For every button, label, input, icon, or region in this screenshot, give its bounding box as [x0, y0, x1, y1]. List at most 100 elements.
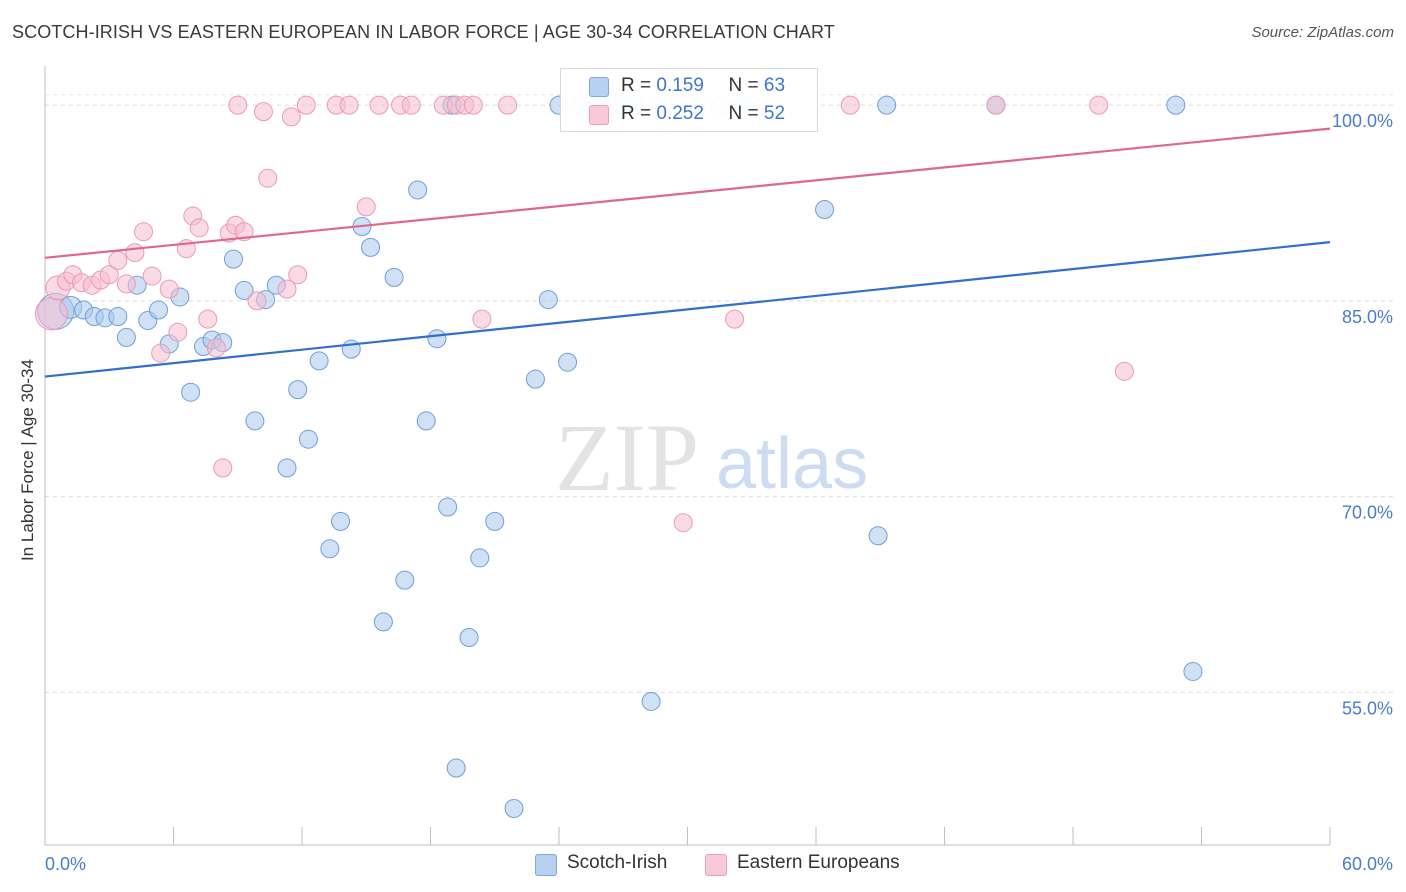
- bottom-legend-scotch-irish: Scotch-Irish: [535, 852, 695, 876]
- scotch-irish-point: [361, 237, 381, 257]
- legend-r-label: R =: [621, 75, 652, 96]
- data-points: [34, 95, 1203, 818]
- scotch-irish-point: [108, 307, 128, 327]
- eastern-europeans-point: [99, 265, 119, 285]
- watermark-atlas: atlas: [716, 424, 868, 504]
- eastern-europeans-point: [472, 309, 492, 329]
- scotch-irish-point: [373, 612, 393, 632]
- legend-r-value: 0.159: [656, 75, 704, 96]
- legend-n-label: N =: [728, 103, 759, 124]
- scotch-irish-point: [459, 628, 479, 648]
- scotch-irish-point: [427, 329, 447, 349]
- bottom-legend-swatch-blue: [535, 854, 557, 876]
- legend-n-value: 63: [763, 75, 786, 96]
- chart-title: SCOTCH-IRISH VS EASTERN EUROPEAN IN LABO…: [12, 22, 835, 42]
- scotch-irish-point: [470, 548, 490, 568]
- tick-labels: 55.0% 70.0% 85.0% 100.0% 0.0% 60.0%: [45, 111, 1393, 874]
- eastern-europeans-point: [228, 95, 248, 115]
- legend-n-value: 52: [763, 103, 786, 124]
- scotch-irish-point: [868, 526, 888, 546]
- scotch-irish-point: [320, 539, 340, 559]
- x-tick-label: 60.0%: [1342, 854, 1393, 874]
- scotch-irish-point: [438, 497, 458, 517]
- eastern-europeans-point: [1114, 361, 1134, 381]
- scotch-irish-point: [309, 351, 329, 371]
- scotch-irish-point: [149, 300, 169, 320]
- eastern-europeans-point: [168, 322, 188, 342]
- scotch-irish-point: [234, 280, 254, 300]
- eastern-europeans-point: [339, 95, 359, 115]
- scotch-irish-point: [298, 429, 318, 449]
- eastern-europeans-point: [189, 218, 209, 238]
- bottom-legend-swatch-pink: [705, 854, 727, 876]
- eastern-europeans-point: [986, 95, 1006, 115]
- eastern-europeans-point: [116, 274, 136, 294]
- eastern-europeans-point: [142, 266, 162, 286]
- eastern-europeans-point: [498, 95, 518, 115]
- trend-lines: [44, 127, 1331, 378]
- eastern-europeans-point: [725, 309, 745, 329]
- watermark-zip: ZIP: [555, 404, 699, 511]
- eastern-europeans-point: [369, 95, 389, 115]
- eastern-europeans-point: [277, 279, 297, 299]
- scotch-irish-point: [877, 95, 897, 115]
- axes: [44, 66, 1331, 846]
- scotch-irish-point: [538, 290, 558, 310]
- grid-lines: [45, 94, 1395, 693]
- scotch-irish-point: [181, 382, 201, 402]
- eastern-europeans-point: [151, 343, 171, 363]
- eastern-europeans-point: [159, 279, 179, 299]
- eastern-europeans-point: [401, 95, 421, 115]
- eastern-europeans-point: [234, 222, 254, 242]
- eastern-europeans-point: [288, 265, 308, 285]
- eastern-europeans-point: [463, 95, 483, 115]
- scotch-irish-point: [331, 511, 351, 531]
- scotch-irish-point: [558, 352, 578, 372]
- scotch-irish-trend-line: [44, 241, 1331, 378]
- eastern-europeans-point: [1089, 95, 1109, 115]
- zipatlas-watermark: ZIP atlas: [555, 404, 868, 511]
- scotch-irish-point: [416, 411, 436, 431]
- scotch-irish-point: [1166, 95, 1186, 115]
- scotch-irish-point: [485, 511, 505, 531]
- legend-r-value: 0.252: [656, 103, 704, 124]
- scotch-irish-point: [245, 411, 265, 431]
- legend-n-label: N =: [728, 75, 759, 96]
- scotch-irish-point: [288, 380, 308, 400]
- x-tick-label: 0.0%: [45, 854, 86, 874]
- y-tick-label: 70.0%: [1342, 503, 1393, 523]
- scotch-irish-point: [116, 327, 136, 347]
- eastern-europeans-point: [258, 168, 278, 188]
- source-credit: Source: ZipAtlas.com: [1251, 24, 1394, 41]
- bottom-legend-eastern-europeans: Eastern Europeans: [705, 852, 925, 876]
- scotch-irish-point: [504, 798, 524, 818]
- eastern-europeans-point: [281, 107, 301, 127]
- eastern-europeans-point: [134, 222, 154, 242]
- eastern-europeans-trend-line: [44, 127, 1331, 259]
- eastern-europeans-point: [253, 102, 273, 122]
- legend-r-label: R =: [621, 103, 652, 124]
- scotch-irish-point: [641, 691, 661, 711]
- y-tick-label: 100.0%: [1332, 111, 1393, 131]
- scotch-irish-point: [277, 458, 297, 478]
- scotch-irish-point: [815, 200, 835, 220]
- eastern-europeans-point: [206, 338, 226, 358]
- bottom-legend-label: Scotch-Irish: [567, 852, 668, 873]
- eastern-europeans-point: [247, 291, 267, 311]
- scotch-irish-point: [1183, 661, 1203, 681]
- eastern-europeans-point: [198, 309, 218, 329]
- y-tick-label: 85.0%: [1342, 307, 1393, 327]
- correlation-legend: R = 0.159 N = 63 R = 0.252 N = 52: [560, 68, 818, 132]
- eastern-europeans-point: [356, 197, 376, 217]
- scotch-irish-point: [384, 267, 404, 287]
- eastern-europeans-point: [213, 458, 233, 478]
- scotch-irish-point: [408, 180, 428, 200]
- eastern-europeans-point: [673, 513, 693, 533]
- eastern-europeans-point: [34, 297, 68, 331]
- eastern-europeans-point: [125, 243, 145, 263]
- scotch-irish-point: [446, 758, 466, 778]
- scotch-irish-point: [395, 570, 415, 590]
- bottom-legend-label: Eastern Europeans: [737, 852, 900, 873]
- eastern-europeans-point: [840, 95, 860, 115]
